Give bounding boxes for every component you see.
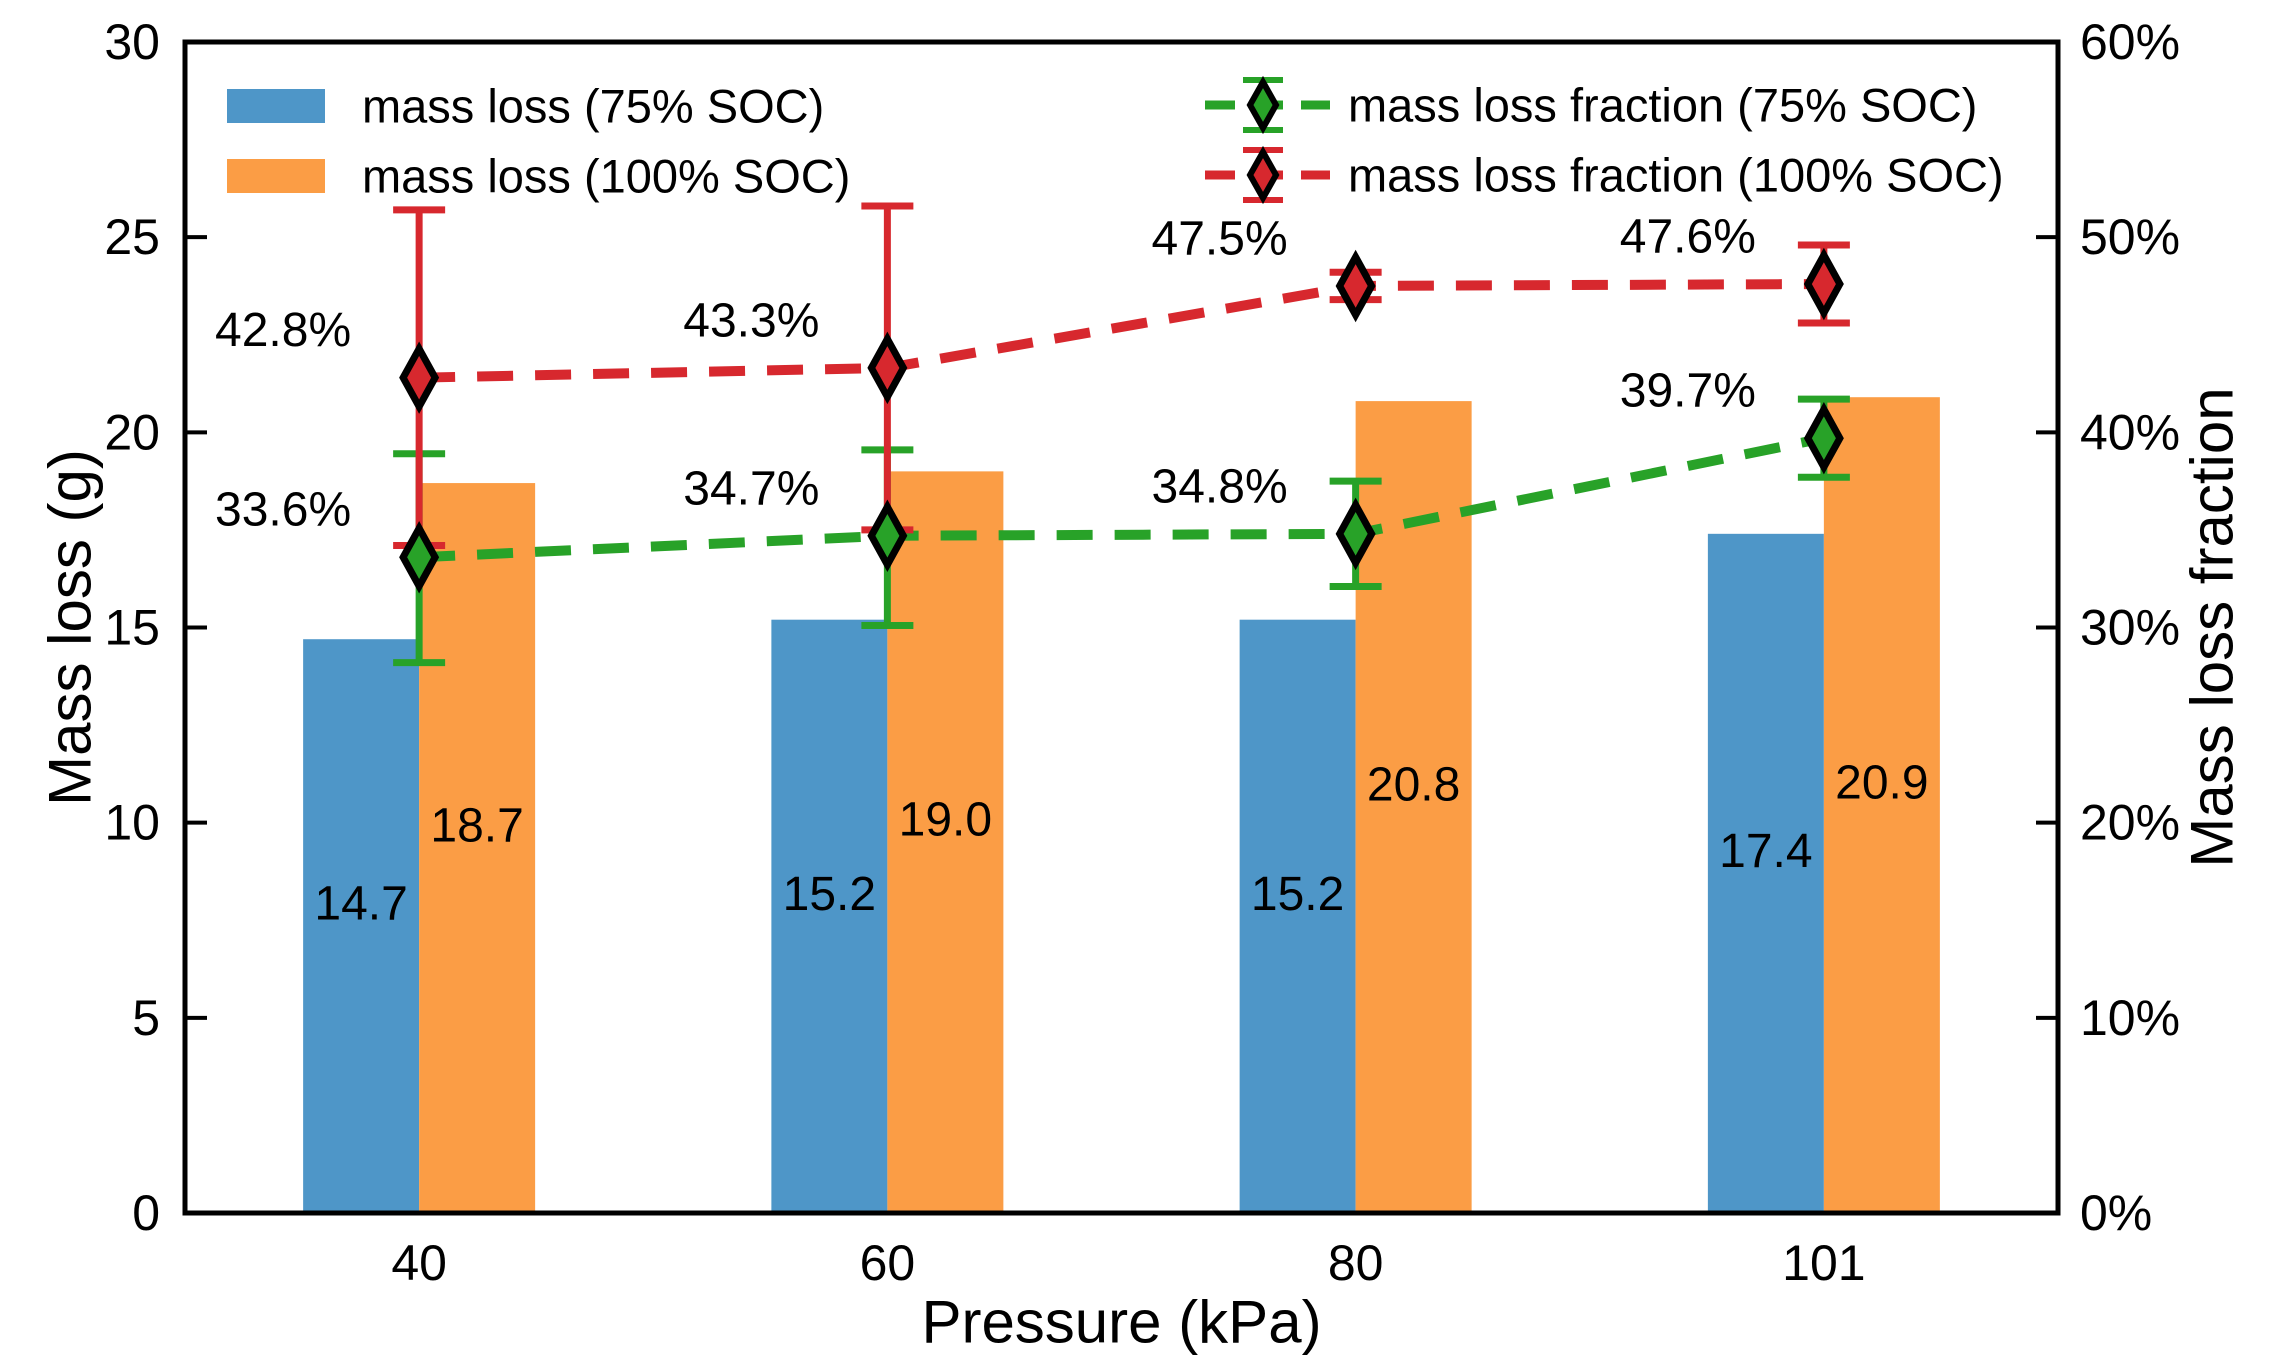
bar-100soc-40kpa <box>419 483 536 1213</box>
marker-diamond-100soc-101kpa <box>1803 247 1844 321</box>
marker-diamond-75soc-40kpa <box>399 520 440 594</box>
annotation-100soc-80kpa: 47.5% <box>1152 212 1288 265</box>
marker-diamond-100soc-60kpa <box>867 331 908 405</box>
legend-diamond <box>1246 75 1280 135</box>
y-right-axis-title: Mass loss fraction <box>2179 387 2246 867</box>
legend-bars: mass loss (75% SOC) mass loss (100% SOC) <box>227 80 850 203</box>
annotation-100soc-60kpa: 43.3% <box>683 294 819 347</box>
legend-fractions: mass loss fraction (75% SOC) mass loss fr… <box>1205 75 2004 205</box>
y-right-tick-label: 0% <box>2080 1185 2152 1241</box>
y-right-tick-label: 40% <box>2080 404 2180 460</box>
y-left-tick-label: 15 <box>104 600 160 656</box>
bar-75soc-101kpa <box>1707 533 1824 1213</box>
bar-100soc-101kpa <box>1823 397 1940 1213</box>
y-left-axis-title: Mass loss (g) <box>37 449 104 806</box>
bar-value-label: 15.2 <box>1251 868 1344 921</box>
x-tick-label-80kpa: 80 <box>1328 1235 1384 1291</box>
bar-value-label: 20.8 <box>1367 759 1460 812</box>
y-left-tick-label: 0 <box>132 1185 160 1241</box>
lines-layer: 33.6% 34.7% 34.8% 39.7% 42.8% 43.3% 47.5% 47.6% <box>215 202 1850 667</box>
x-tick-label-60kpa: 60 <box>860 1235 916 1291</box>
y-left-tick-label: 10 <box>104 795 160 851</box>
marker-diamond-75soc-60kpa <box>867 499 908 573</box>
legend-marker-100soc <box>1205 145 1330 205</box>
legend-label-mass-loss-75soc: mass loss (75% SOC) <box>362 80 824 133</box>
bar-value-label: 15.2 <box>783 868 876 921</box>
annotation-75soc-60kpa: 34.7% <box>683 462 819 515</box>
y-left-tick-label: 20 <box>104 404 160 460</box>
bar-75soc-40kpa <box>303 639 420 1213</box>
fraction-line-100soc <box>419 279 1824 383</box>
bar-100soc-80kpa <box>1355 401 1472 1213</box>
x-tick-label-40kpa: 40 <box>391 1235 447 1291</box>
legend-label-fraction-100soc: mass loss fraction (100% SOC) <box>1348 149 2004 202</box>
bar-75soc-60kpa <box>771 619 888 1213</box>
y-right-tick-label: 20% <box>2080 795 2180 851</box>
annotation-100soc-40kpa: 42.8% <box>215 304 351 357</box>
y-right-tick-label: 60% <box>2080 14 2180 70</box>
bar-value-label: 14.7 <box>314 878 407 931</box>
marker-diamond-100soc-80kpa <box>1335 249 1376 323</box>
legend-marker-75soc <box>1205 75 1330 135</box>
legend-label-mass-loss-100soc: mass loss (100% SOC) <box>362 150 850 203</box>
annotation-75soc-40kpa: 33.6% <box>215 484 351 537</box>
bar-value-label: 17.4 <box>1719 825 1812 878</box>
legend-label-fraction-75soc: mass loss fraction (75% SOC) <box>1348 79 1977 132</box>
bars-layer: 14.7 15.2 15.2 17.4 18.7 19.0 20.8 20.9 <box>303 397 1940 1213</box>
bar-75soc-80kpa <box>1239 619 1356 1213</box>
annotation-75soc-80kpa: 34.8% <box>1152 460 1288 513</box>
x-axis-title: Pressure (kPa) <box>921 1289 1321 1356</box>
y-left-tick-label: 5 <box>132 990 160 1046</box>
y-left-tick-label: 30 <box>104 14 160 70</box>
y-right-tick-label: 50% <box>2080 209 2180 265</box>
bar-100soc-60kpa <box>887 471 1004 1213</box>
annotation-75soc-101kpa: 39.7% <box>1620 365 1756 418</box>
y-right-tick-label: 30% <box>2080 600 2180 656</box>
bar-value-label: 18.7 <box>430 800 523 853</box>
annotation-100soc-101kpa: 47.6% <box>1620 211 1756 264</box>
marker-diamond-75soc-101kpa <box>1803 401 1844 475</box>
marker-diamond-100soc-40kpa <box>399 341 440 414</box>
marker-diamond-75soc-80kpa <box>1335 497 1376 571</box>
x-tick-label-101kpa: 101 <box>1782 1235 1865 1291</box>
bar-value-label: 19.0 <box>899 794 992 847</box>
y-right-tick-label: 10% <box>2080 990 2180 1046</box>
legend-swatch-100soc <box>227 159 325 193</box>
legend-diamond <box>1246 145 1280 205</box>
y-left-tick-label: 25 <box>104 209 160 265</box>
legend-swatch-75soc <box>227 89 325 123</box>
bar-value-label: 20.9 <box>1835 757 1928 810</box>
fraction-line-75soc <box>418 433 1825 563</box>
